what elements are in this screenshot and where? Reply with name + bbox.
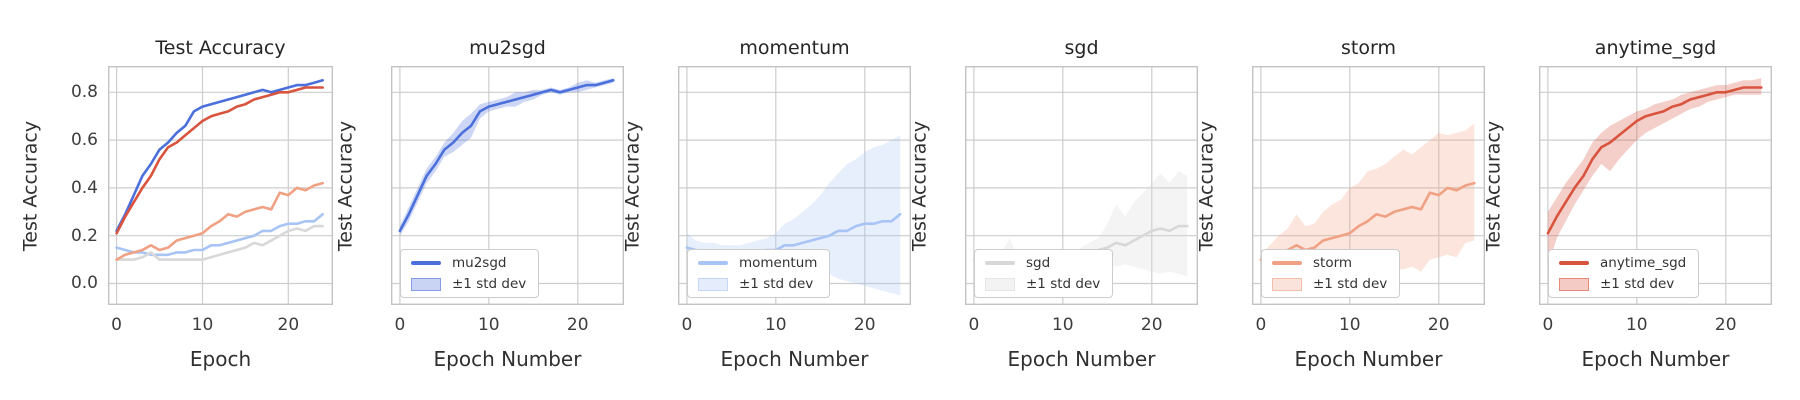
legend-line-swatch-anytime-sgd <box>1559 261 1589 265</box>
legend-line-swatch-storm <box>1272 261 1302 265</box>
legend-label: storm <box>1313 255 1353 271</box>
x-tick-label: 0 <box>968 315 980 335</box>
series-band-mu2sgd <box>399 78 614 236</box>
legend: sgd ±1 std dev <box>974 249 1114 298</box>
series-band-storm <box>1260 123 1475 272</box>
legend: mu2sgd ±1 std dev <box>400 249 540 298</box>
x-tick-label: 10 <box>477 315 500 335</box>
x-tick-label: 0 <box>681 315 693 335</box>
panel-title: anytime_sgd <box>1594 37 1717 59</box>
legend-item: ±1 std dev <box>1559 276 1686 292</box>
plot-spines <box>391 66 624 305</box>
legend-label: ±1 std dev <box>739 276 814 292</box>
plot-spines <box>1539 66 1772 305</box>
x-tick-label: 0 <box>111 315 122 335</box>
legend-item: anytime_sgd <box>1559 255 1686 271</box>
x-tick-label: 10 <box>1051 315 1074 335</box>
plot-area <box>108 66 333 305</box>
x-tick-label: 20 <box>566 315 589 335</box>
plot-spines <box>678 66 911 305</box>
panel-title: mu2sgd <box>469 37 546 59</box>
legend-item: mu2sgd <box>411 255 526 271</box>
plot-spines <box>108 66 333 305</box>
series-band-sgd <box>973 171 1188 277</box>
series-line-storm <box>115 181 324 261</box>
legend-item: sgd <box>985 255 1100 271</box>
x-tick-label: 0 <box>1542 315 1554 335</box>
x-axis-label: Epoch <box>189 347 252 371</box>
panel-title: storm <box>1341 37 1396 59</box>
y-tick-label: 0.0 <box>70 273 98 294</box>
y-tick-label: 0.8 <box>70 82 98 103</box>
series-line-momentum <box>115 212 324 257</box>
x-tick-label: 10 <box>764 315 787 335</box>
legend-label: ±1 std dev <box>1313 276 1388 292</box>
x-tick-label: 10 <box>1625 315 1648 335</box>
legend-band-swatch-storm <box>1272 277 1302 291</box>
x-tick-label: 10 <box>1338 315 1361 335</box>
legend-item: ±1 std dev <box>1272 276 1387 292</box>
series-line-sgd <box>115 224 324 261</box>
y-tick-label: 0.2 <box>70 225 98 246</box>
y-tick-label: 0.4 <box>70 177 98 198</box>
x-axis-label: Epoch Number <box>1007 347 1156 371</box>
legend-band-swatch-anytime-sgd <box>1559 277 1589 291</box>
x-tick-label: 20 <box>1427 315 1450 335</box>
plot-spines <box>1252 66 1485 305</box>
x-tick-label: 20 <box>1140 315 1163 335</box>
grid <box>965 66 1198 305</box>
legend: momentum ±1 std dev <box>687 249 831 298</box>
y-axis-label: Test Accuracy <box>1482 120 1504 251</box>
x-tick-label: 0 <box>394 315 406 335</box>
series-line-storm <box>1259 181 1476 261</box>
legend-item: ±1 std dev <box>411 276 526 292</box>
legend-label: ±1 std dev <box>1600 276 1675 292</box>
legend-band-swatch-momentum <box>698 277 728 291</box>
x-tick-label: 10 <box>191 315 214 335</box>
legend-label: ±1 std dev <box>452 276 527 292</box>
legend-line-swatch-sgd <box>985 261 1015 265</box>
legend-line-swatch-momentum <box>698 261 728 265</box>
panel-title: momentum <box>739 37 850 59</box>
x-tick-label: 20 <box>277 315 300 335</box>
series-line-anytime-sgd <box>115 86 324 235</box>
legend: storm ±1 std dev <box>1261 249 1401 298</box>
legend: anytime_sgd ±1 std dev <box>1548 249 1700 298</box>
legend-line-swatch-mu2sgd <box>411 261 441 265</box>
x-axis-label: Epoch Number <box>720 347 869 371</box>
legend-label: sgd <box>1026 255 1051 271</box>
legend-label: mu2sgd <box>452 255 507 271</box>
x-tick-label: 20 <box>853 315 876 335</box>
x-tick-label: 0 <box>1255 315 1267 335</box>
panel-title: sgd <box>1064 37 1099 59</box>
legend-band-swatch-mu2sgd <box>411 277 441 291</box>
panel-title: Test Accuracy <box>155 37 286 59</box>
series-line-mu2sgd <box>115 79 324 233</box>
x-tick-label: 20 <box>1714 315 1737 335</box>
legend-item: storm <box>1272 255 1387 271</box>
legend-item: momentum <box>698 255 817 271</box>
legend-band-swatch-sgd <box>985 277 1015 291</box>
legend-item: ±1 std dev <box>985 276 1100 292</box>
series-line-anytime-sgd <box>1546 86 1763 235</box>
x-axis-label: Epoch Number <box>1294 347 1443 371</box>
legend-label: anytime_sgd <box>1600 255 1687 271</box>
plot-spines <box>965 66 1198 305</box>
y-tick-label: 0.6 <box>70 130 98 151</box>
x-axis-label: Epoch Number <box>1581 347 1730 371</box>
legend-label: momentum <box>739 255 818 271</box>
series-band-anytime-sgd <box>1547 78 1762 267</box>
series-line-mu2sgd <box>398 79 615 233</box>
legend-label: ±1 std dev <box>1026 276 1101 292</box>
x-axis-label: Epoch Number <box>433 347 582 371</box>
legend-item: ±1 std dev <box>698 276 817 292</box>
